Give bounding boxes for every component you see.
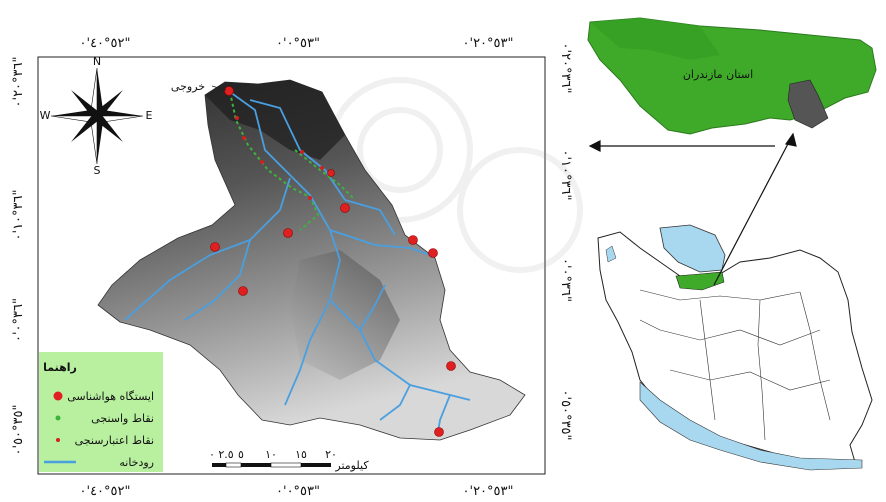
legend: راهنما ایستگاه هواشناسی نقاط واسنجی نقاط… bbox=[39, 352, 163, 472]
station bbox=[428, 248, 438, 258]
weather-stations bbox=[210, 86, 456, 437]
legend-symbol-validation bbox=[56, 438, 60, 442]
right-coord-2: ٣٦°٠'٠" bbox=[558, 258, 573, 302]
top-coord-1: ٥٣°٠'٠" bbox=[276, 36, 320, 51]
bottom-coords: ٥٢°٤٠'٠" ٥٣°٠'٠" ٥٣°٢٠'٠" bbox=[80, 484, 514, 499]
calibration-points-path bbox=[229, 91, 320, 231]
inset-watershed bbox=[787, 79, 829, 129]
caspian-sea bbox=[659, 224, 726, 273]
right-coords: ٣٦°٢٠'٠" ٣٦°١٠'٠" ٣٦°٠'٠" ٣٥°٥٠'٠" bbox=[558, 43, 573, 441]
compass-s: S bbox=[94, 164, 101, 177]
station bbox=[283, 228, 293, 238]
compass-w: W bbox=[40, 109, 51, 122]
top-coord-2: ٥٣°٢٠'٠" bbox=[463, 36, 514, 51]
province-west-lobe bbox=[590, 18, 720, 60]
scale-unit: کیلومتر bbox=[334, 459, 369, 472]
scale-tick-3: ١٠ bbox=[265, 448, 277, 461]
legend-box bbox=[39, 352, 163, 472]
province-borders bbox=[639, 289, 831, 441]
legend-label-calibration: نقاط واسنجی bbox=[91, 412, 154, 425]
outlet-label: خروجی bbox=[171, 80, 205, 93]
scale-tick-1: ٢.٥ bbox=[218, 448, 233, 461]
station bbox=[327, 169, 335, 177]
station bbox=[434, 427, 444, 437]
compass-e: E bbox=[146, 109, 153, 122]
scale-tick-4: ١٥ bbox=[295, 448, 307, 461]
station bbox=[238, 286, 248, 296]
inset-iran bbox=[597, 224, 873, 471]
top-coords: ٥٢°٤٠'٠" ٥٣°٠'٠" ٥٣°٢٠'٠" bbox=[80, 36, 514, 51]
calibration-points-path-2 bbox=[294, 149, 356, 201]
bottom-coord-2: ٥٣°٢٠'٠" bbox=[463, 484, 514, 499]
bottom-coord-0: ٥٢°٤٠'٠" bbox=[80, 484, 131, 499]
top-coord-0: ٥٢°٤٠'٠" bbox=[80, 36, 131, 51]
validation-points bbox=[235, 116, 324, 200]
legend-symbol-station bbox=[53, 391, 63, 401]
legend-title: راهنما bbox=[43, 361, 77, 374]
station bbox=[210, 242, 220, 252]
left-coords: ٣٦°٢٠'٠" ٣٦°١٠'٠" ٣٦°٠'٠" ٣٥°٥٠'٠" bbox=[11, 57, 26, 456]
river-network bbox=[124, 91, 471, 433]
left-coord-3: ٣٥°٥٠'٠" bbox=[11, 405, 26, 456]
scale-tick-2: ٥ bbox=[238, 448, 244, 461]
station bbox=[340, 203, 350, 213]
outlet-leader bbox=[211, 85, 227, 91]
right-coord-1: ٣٦°١٠'٠" bbox=[558, 150, 573, 201]
left-coord-2: ٣٦°٠'٠" bbox=[11, 298, 26, 342]
connector-arrows bbox=[588, 132, 797, 286]
scale-bar: ٠ ٢.٥ ٥ ١٠ ١٥ ٢٠ کیلومتر bbox=[209, 448, 369, 472]
legend-label-river: رودخانه bbox=[119, 456, 154, 469]
iran-outline bbox=[597, 231, 873, 467]
lake-urmia bbox=[605, 245, 617, 263]
left-coord-1: ٣٦°١٠'٠" bbox=[11, 190, 26, 241]
mazandaran-on-iran bbox=[675, 271, 725, 291]
persian-gulf bbox=[639, 381, 863, 471]
inset-province-label: استان مازندران bbox=[683, 68, 753, 81]
right-coord-0: ٣٦°٢٠'٠" bbox=[558, 43, 573, 94]
north-arrow-compass: N S E W bbox=[40, 55, 153, 177]
station-outlet bbox=[224, 86, 234, 96]
legend-symbol-calibration bbox=[55, 415, 61, 421]
bottom-coord-1: ٥٣°٠'٠" bbox=[276, 484, 320, 499]
scale-tick-5: ٢٠ bbox=[325, 448, 337, 461]
legend-label-validation: نقاط اعتبارسنجی bbox=[75, 434, 154, 447]
station bbox=[408, 235, 418, 245]
station bbox=[446, 361, 456, 371]
right-coord-3: ٣٥°٥٠'٠" bbox=[558, 390, 573, 441]
inset-province: استان مازندران bbox=[587, 17, 877, 135]
legend-label-station: ایستگاه هواشناسی bbox=[67, 390, 154, 403]
left-coord-0: ٣٦°٢٠'٠" bbox=[11, 57, 26, 108]
scale-tick-0: ٠ bbox=[209, 448, 215, 461]
compass-n: N bbox=[93, 55, 101, 68]
